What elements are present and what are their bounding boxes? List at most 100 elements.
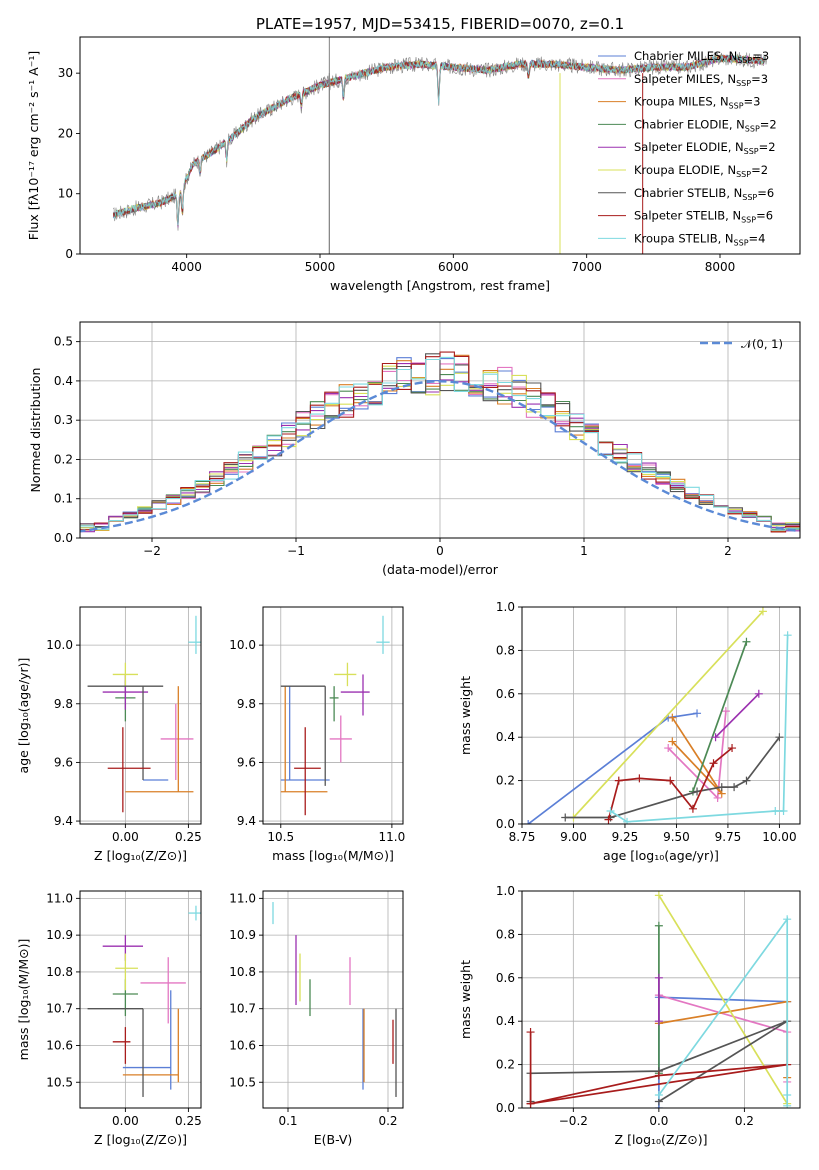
legend-label-kroupa_elodie: Kroupa ELODIE, NSSP=2 (634, 163, 768, 179)
legend-label-salpeter_elodie: Salpeter ELODIE, NSSP=2 (634, 140, 776, 156)
plot-area-mass_vs_Z (87, 905, 201, 1097)
y-tick-label: 0.3 (54, 413, 73, 427)
gaussian-reference-curve (80, 380, 800, 533)
weight-marker-salpeter_elodie (711, 733, 720, 742)
weight-marker-chabrier_miles (524, 820, 533, 824)
weight-marker-kroupa_stelib (783, 1090, 792, 1099)
y-tick-label: 9.6 (54, 755, 73, 769)
y-tick-label: 10.6 (229, 1038, 256, 1052)
y-tick-label: 10.7 (46, 1002, 73, 1016)
y-tick-label: 9.8 (237, 697, 256, 711)
weight-marker-chabrier_stelib (561, 813, 570, 822)
weight-marker-salpeter_elodie (654, 1017, 663, 1026)
axes-frame (79, 606, 202, 825)
spectrum-line-kroupa_stelib (112, 54, 765, 225)
weight-marker-kroupa_miles (668, 737, 677, 746)
weight-marker-salpeter_elodie (754, 689, 763, 698)
x-axis-label: Z [log₁₀(Z/Z⊙)] (615, 1132, 708, 1147)
x-tick-label: 0.2 (378, 1114, 397, 1128)
x-tick-label: 7000 (571, 260, 602, 274)
x-tick-label: 8.75 (509, 830, 536, 844)
x-tick-label: 8000 (705, 260, 736, 274)
plot-area-residual_hist (80, 351, 800, 533)
y-tick-label: 0.5 (54, 335, 73, 349)
plot-area-massweight_vs_age (524, 607, 792, 824)
axes-frame (521, 606, 801, 825)
x-tick-label: 9.00 (560, 830, 587, 844)
axes-frame (521, 890, 801, 1109)
y-tick-label: 0.2 (496, 1058, 515, 1072)
weight-marker-chabrier_stelib (775, 733, 784, 742)
x-tick-label: 0.00 (112, 830, 139, 844)
y-axis-label: age [log₁₀(age/yr)] (16, 658, 31, 774)
y-tick-label: 10.0 (229, 638, 256, 652)
y-tick-label: 0.0 (54, 531, 73, 545)
y-tick-label: 10 (58, 187, 73, 201)
legend-label-kroupa_miles: Kroupa MILES, NSSP=3 (634, 95, 760, 111)
weight-marker-chabrier_elodie (654, 921, 663, 930)
axes-frame (79, 36, 801, 255)
panel-mass_vs_Z: 0.00 0.25 10.5 10.6 10.7 10.8 10.9 11.0 Z [log₁₀… (16, 890, 202, 1147)
weight-marker-kroupa_stelib (771, 806, 780, 815)
y-axis-label: mass weight (458, 676, 473, 755)
legend-gaussian-label: 𝒩(0, 1) (741, 337, 783, 351)
weight-line-kroupa_stelib (658, 916, 789, 1106)
weight-marker-salpeter_stelib (604, 815, 613, 824)
y-tick-label: 30 (58, 66, 73, 80)
legend-label-chabrier_stelib: Chabrier STELIB, NSSP=6 (634, 186, 774, 202)
axes-frame (79, 890, 202, 1109)
weight-marker-kroupa_stelib (654, 1090, 663, 1099)
weight-line-chabrier_stelib (565, 736, 781, 819)
y-tick-label: 1.0 (496, 884, 515, 898)
y-tick-label: 0.0 (496, 817, 515, 831)
y-tick-label: 0.6 (496, 687, 515, 701)
panel-spectrum: 4000 5000 6000 7000 8000 0 10 20 30 wavelength [A… (26, 36, 801, 293)
legend-label-salpeter_stelib: Salpeter STELIB, NSSP=6 (634, 209, 773, 225)
x-tick-label: −0.2 (559, 1114, 588, 1128)
x-axis-label: age [log₁₀(age/yr)] (603, 848, 719, 863)
x-tick-label: 0.25 (175, 1114, 202, 1128)
weight-marker-salpeter_stelib (635, 774, 644, 783)
weight-marker-kroupa_stelib (606, 806, 615, 815)
y-tick-label: 9.6 (237, 755, 256, 769)
weight-marker-chabrier_stelib (730, 783, 739, 792)
x-tick-label: 0 (436, 544, 444, 558)
y-tick-label: 20 (58, 126, 73, 140)
weight-marker-chabrier_stelib (717, 783, 726, 792)
y-tick-label: 11.0 (46, 891, 73, 905)
y-tick-label: 10.6 (46, 1038, 73, 1052)
y-tick-label: 9.4 (237, 814, 256, 828)
weight-marker-kroupa_stelib (783, 915, 792, 924)
y-tick-label: 10.9 (46, 928, 73, 942)
panel-massweight_vs_Z: −0.2 0.0 0.2 0.0 0.2 0.4 0.6 0.8 1.0 Z [log₁₀(Z/Z… (458, 884, 801, 1147)
panel-age_vs_Z: 0.00 0.25 9.4 9.6 9.8 10.0 Z [log₁₀(Z/Z⊙)] age … (16, 606, 202, 863)
y-tick-label: 0.2 (496, 774, 515, 788)
plot-area-age_vs_mass (280, 615, 390, 816)
x-axis-label: Z [log₁₀(Z/Z⊙)] (94, 1132, 187, 1147)
weight-marker-salpeter_elodie (654, 973, 663, 982)
y-axis-label: mass [log₁₀(M/M⊙)] (16, 939, 31, 1061)
y-tick-label: 0.4 (54, 374, 73, 388)
panel-age_vs_mass: 10.5 11.0 9.4 9.6 9.8 10.0 mass [log₁₀(M/M⊙)] (229, 606, 406, 863)
panel-massweight_vs_age: 8.75 9.00 9.25 9.50 9.75 10.00 0.0 0.2 0.4 0.6 0.8… (458, 600, 801, 863)
legend-label-chabrier_miles: Chabrier MILES, NSSP=3 (634, 49, 769, 65)
x-tick-label: 0.0 (649, 1114, 668, 1128)
x-tick-label: 9.25 (612, 830, 639, 844)
plot-area-mass_vs_ebv (272, 902, 397, 1097)
weight-marker-salpeter_miles (713, 793, 722, 802)
weight-marker-kroupa_elodie (758, 607, 767, 616)
weight-marker-kroupa_elodie (654, 891, 663, 900)
y-tick-label: 10.9 (229, 928, 256, 942)
y-tick-label: 0.6 (496, 971, 515, 985)
figure-title: PLATE=1957, MJD=53415, FIBERID=0070, z=0… (256, 15, 624, 33)
x-tick-label: 0.1 (278, 1114, 297, 1128)
weight-marker-kroupa_miles (668, 713, 677, 722)
y-tick-label: 11.0 (229, 891, 256, 905)
hist-step-kroupa_stelib (80, 356, 800, 531)
weight-marker-salpeter_stelib (526, 1028, 535, 1037)
legend-label-salpeter_miles: Salpeter MILES, NSSP=3 (634, 72, 768, 88)
x-tick-label: 11.0 (379, 830, 406, 844)
weight-marker-salpeter_stelib (709, 759, 718, 768)
x-tick-label: 0.25 (175, 830, 202, 844)
